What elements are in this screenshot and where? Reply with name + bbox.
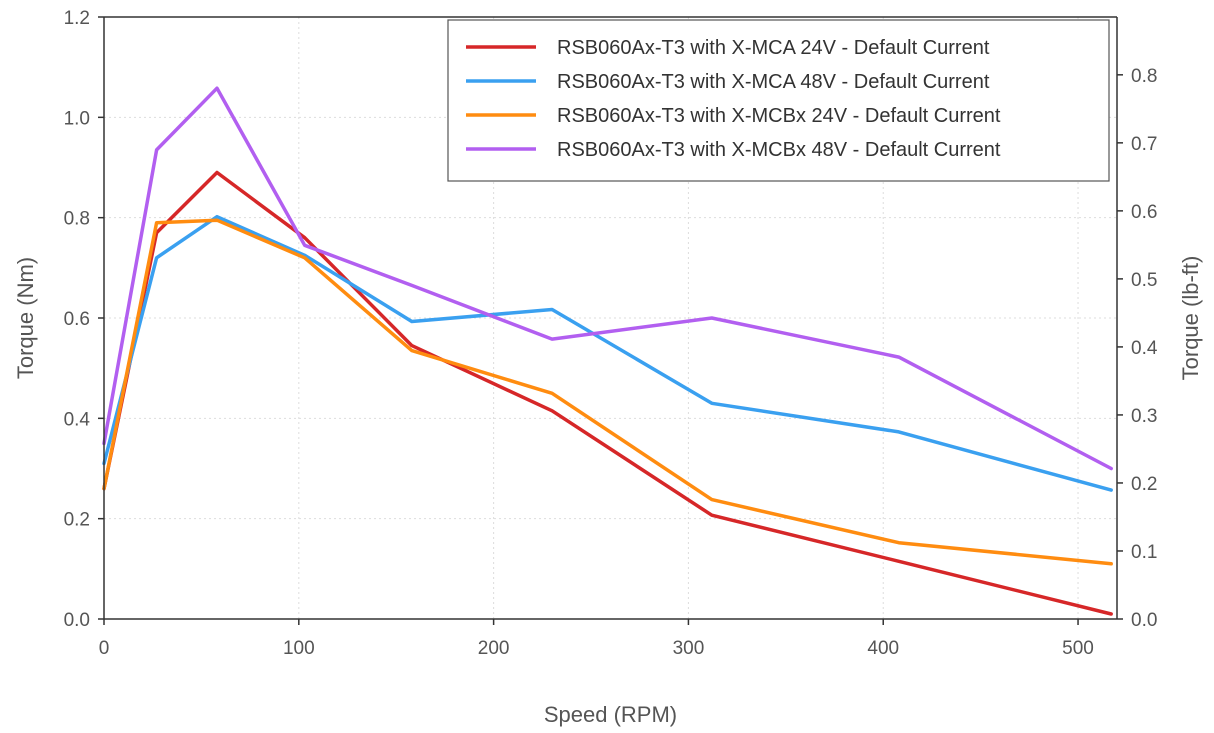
series-line-4 — [102, 86, 1113, 471]
y2-tick-label: 0.6 — [1131, 202, 1157, 223]
y-tick-label: 1.0 — [64, 108, 90, 129]
y2-tick-label: 0.0 — [1131, 610, 1157, 631]
y2-axis-title: Torque (lb-ft) — [1178, 256, 1203, 381]
x-tick-label: 300 — [673, 638, 705, 659]
tick-labels: 0 100 200 300 400 500 0.0 0.2 0.4 0.6 0.8 1.0 1.2 0.0… — [64, 8, 1158, 659]
x-axis-title: Speed (RPM) — [544, 702, 677, 727]
y2-tick-label: 0.4 — [1131, 338, 1158, 359]
y-tick-label: 0.6 — [64, 309, 90, 330]
y-tick-label: 0.0 — [64, 610, 90, 631]
x-tick-label: 200 — [478, 638, 510, 659]
y2-tick-label: 0.8 — [1131, 66, 1157, 87]
series-line-3 — [102, 218, 1113, 566]
legend-entry: RSB060Ax-T3 with X-MCA 24V - Default Cur… — [557, 37, 990, 59]
legend-entry: RSB060Ax-T3 with X-MCBx 48V - Default Cu… — [557, 139, 1001, 161]
x-tick-label: 400 — [867, 638, 899, 659]
y-tick-label: 0.4 — [64, 409, 91, 430]
y2-tick-label: 0.2 — [1131, 474, 1157, 495]
legend-entry: RSB060Ax-T3 with X-MCA 48V - Default Cur… — [557, 71, 990, 93]
series-lines — [102, 86, 1113, 616]
y2-tick-label: 0.1 — [1131, 542, 1157, 563]
series-line-2 — [102, 214, 1113, 492]
y2-tick-label: 0.7 — [1131, 134, 1157, 155]
y2-tick-label: 0.3 — [1131, 406, 1157, 427]
x-tick-label: 500 — [1062, 638, 1094, 659]
y-tick-label: 1.2 — [64, 8, 90, 29]
y-axis-title: Torque (Nm) — [13, 257, 38, 379]
y-tick-label: 0.8 — [64, 209, 90, 230]
legend: RSB060Ax-T3 with X-MCA 24V - Default Cur… — [447, 19, 1110, 182]
legend-box — [447, 19, 1110, 182]
y2-tick-label: 0.5 — [1131, 270, 1157, 291]
legend-entry: RSB060Ax-T3 with X-MCBx 24V - Default Cu… — [557, 105, 1001, 127]
y-tick-label: 0.2 — [64, 510, 90, 531]
series-line-1 — [102, 170, 1113, 616]
x-tick-label: 0 — [99, 638, 110, 659]
x-tick-label: 100 — [283, 638, 315, 659]
